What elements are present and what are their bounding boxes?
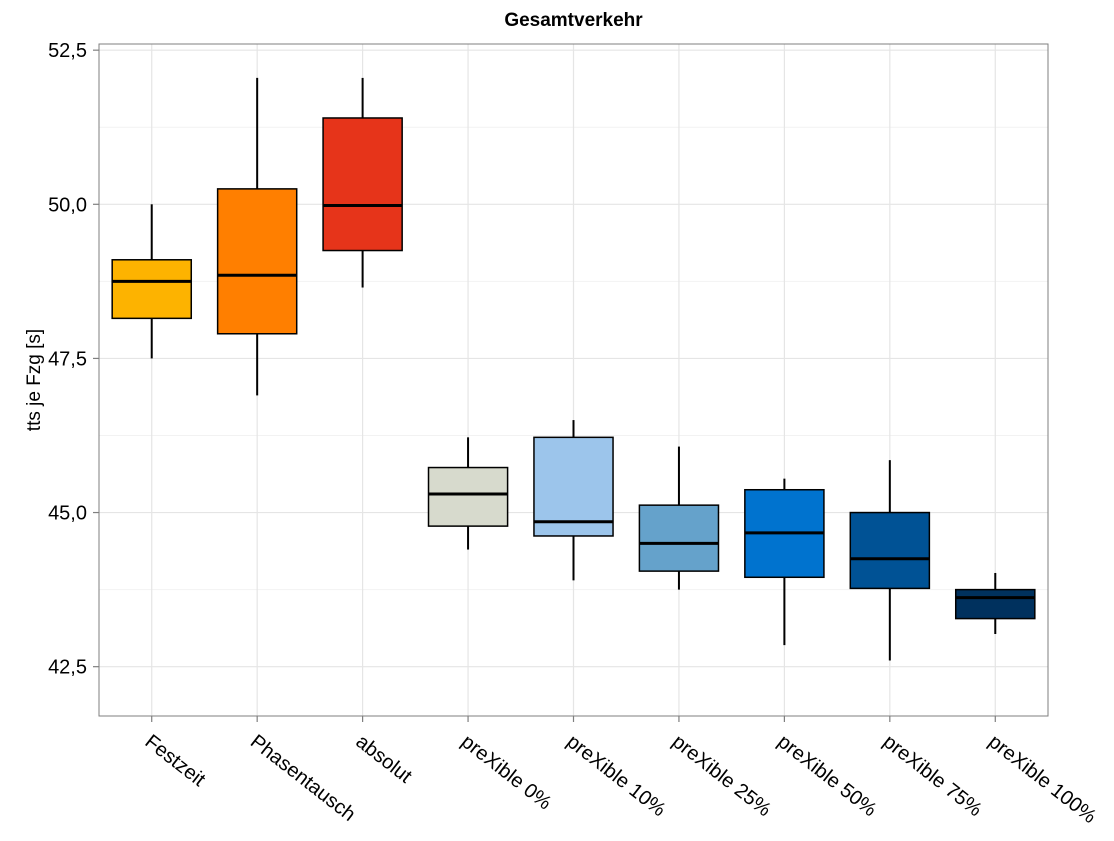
box-3 [322,77,403,288]
chart-title: Gesamtverkehr [504,10,643,31]
box-6 [638,446,720,590]
y-tick-label: 52,5 [48,40,87,62]
box-9 [954,572,1036,635]
box-iqr [954,588,1036,620]
box-iqr [533,436,614,537]
box-4 [427,437,509,550]
grid-lines [99,44,1048,716]
x-tick-label: preXible 10% [562,731,669,822]
box-8 [849,460,931,661]
y-tick-label: 42,5 [48,657,87,679]
y-axis-title: tts je Fzg [s] [24,329,45,431]
x-tick-label: Festzeit [141,731,210,792]
box-iqr [849,511,931,590]
box-2 [216,77,298,396]
x-tick-label: preXible 25% [668,731,775,822]
x-tick-label: absolut [352,731,417,788]
x-tick-label: preXible 75% [879,731,986,822]
box-1 [111,204,193,359]
box-iqr [216,188,298,335]
box-iqr [111,259,193,320]
box-5 [533,420,614,581]
x-tick-label: preXible 50% [773,731,880,822]
box-7 [744,478,825,646]
x-tick-label: preXible 0% [457,731,556,815]
x-tick-label: Phasentausch [246,731,359,826]
box-iqr [427,466,509,527]
box-iqr [322,117,403,252]
y-tick-label: 47,5 [48,348,87,370]
x-tick-label: preXible 100% [984,731,1100,829]
y-tick-label: 45,0 [48,503,87,525]
box-iqr [638,504,720,572]
y-tick-label: 50,0 [48,194,87,216]
boxes [111,77,1036,661]
